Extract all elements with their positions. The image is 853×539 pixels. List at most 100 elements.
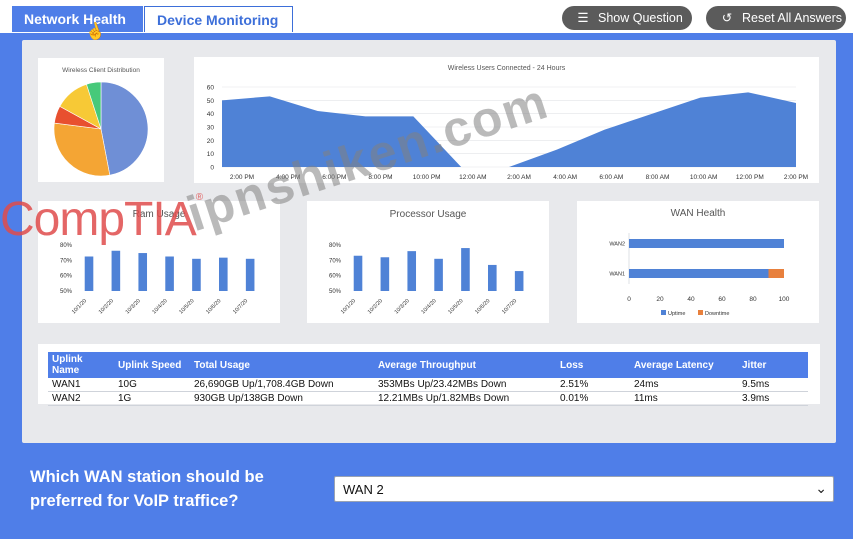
y-tick-label: WAN2 — [609, 242, 625, 248]
x-tick-label: 10/2/20 — [98, 298, 115, 315]
wan-chart-card: WAN Health WAN2 WAN1 0 20 40 60 80 100 Uptime Dow… — [577, 201, 819, 323]
question-text: Which WAN station should be preferred fo… — [30, 468, 264, 510]
pie-title: Wireless Client Distribution — [62, 67, 140, 74]
y-tick-label: 30 — [207, 125, 215, 132]
table-cell: 930GB Up/138GB Down — [190, 391, 374, 406]
x-tick-label: 6:00 AM — [599, 174, 623, 181]
table-row: WAN2 1G 930GB Up/138GB Down 12.21MBs Up/… — [48, 391, 808, 406]
x-tick-label: 10/6/20 — [474, 298, 491, 315]
users-chart-card: Wireless Users Connected - 24 Hours 60 50… — [194, 57, 819, 183]
top-bar: Network Health Device Monitoring ☝ ☰ Show… — [0, 0, 853, 44]
x-tick-label: 12:00 AM — [459, 174, 486, 181]
x-tick-label: 10/6/20 — [205, 298, 222, 315]
wan-bar-chart: WAN2 WAN1 0 20 40 60 80 100 Uptime Downtime — [609, 233, 790, 317]
selected-value: WAN 2 — [343, 482, 384, 497]
table-cell: 9.5ms — [738, 378, 808, 392]
show-question-button[interactable]: ☰ Show Question — [562, 6, 692, 30]
y-tick-label: 50% — [60, 289, 73, 295]
x-tick-label: 10/5/20 — [178, 298, 195, 315]
ram-chart-card: Ram Usage 80% 70% 60% 50% 10/1/20 10/2/20 10/3… — [38, 201, 280, 323]
y-tick-label: 50 — [207, 98, 215, 105]
bar — [514, 271, 524, 291]
x-tick-label: 10:00 AM — [690, 174, 717, 181]
y-tick-label: 60% — [60, 274, 73, 280]
users-area-chart: 60 50 40 30 20 10 0 2:00 PM 4:00 PM 6:00 PM 8:00 P… — [207, 85, 808, 182]
table-cell: 26,690GB Up/1,708.4GB Down — [190, 378, 374, 392]
x-tick-label: 10:00 PM — [413, 174, 441, 181]
chevron-down-icon: ⌄ — [815, 480, 827, 496]
y-tick-label: 50% — [329, 289, 342, 295]
table-cell: 24ms — [630, 378, 738, 392]
column-header: Uplink Speed — [114, 352, 190, 378]
dashboard-panel: Wireless Client Distribution Wireless Us… — [22, 40, 836, 443]
bar — [488, 264, 497, 291]
ram-chart-title: Ram Usage — [132, 209, 186, 220]
cpu-chart-card: Processor Usage 80% 70% 60% 50% 10/1/20 10/2/… — [307, 201, 549, 323]
table-row: WAN1 10G 26,690GB Up/1,708.4GB Down 353M… — [48, 378, 808, 392]
bar — [245, 258, 255, 291]
bar — [219, 257, 228, 291]
reset-all-answers-button[interactable]: ↺ Reset All Answers — [706, 6, 846, 30]
list-icon: ☰ — [577, 11, 589, 25]
x-tick-label: 8:00 AM — [646, 174, 670, 181]
column-header: Average Latency — [630, 352, 738, 378]
comptia-watermark-text: CompTIA — [0, 193, 197, 246]
table-cell: 3.9ms — [738, 391, 808, 406]
column-header: Loss — [556, 352, 630, 378]
bar — [84, 256, 94, 291]
y-tick-label: 20 — [207, 138, 215, 145]
x-tick-label: 60 — [718, 296, 726, 303]
table-cell: 2.51% — [556, 378, 630, 392]
users-chart-title: Wireless Users Connected - 24 Hours — [447, 65, 566, 72]
bar — [380, 257, 390, 291]
pie-slice — [100, 81, 149, 176]
pie-card: Wireless Client Distribution — [38, 58, 164, 182]
y-tick-label: 80% — [329, 243, 342, 249]
x-tick-label: 0 — [627, 296, 631, 303]
x-tick-label: 10/3/20 — [394, 298, 411, 315]
x-tick-label: 12:00 PM — [736, 174, 764, 181]
y-tick-label: 60% — [329, 274, 342, 280]
y-tick-label: 0 — [210, 165, 214, 172]
x-tick-label: 4:00 AM — [553, 174, 577, 181]
x-tick-label: 10/3/20 — [125, 298, 142, 315]
reset-all-label: Reset All Answers — [742, 11, 843, 25]
bar — [165, 256, 174, 291]
bar — [629, 269, 769, 278]
users-area-series — [222, 92, 796, 167]
x-tick-label: 10/4/20 — [151, 298, 168, 315]
x-tick-label: 10/4/20 — [420, 298, 437, 315]
table-cell: WAN1 — [48, 378, 114, 392]
y-tick-label: WAN1 — [609, 272, 625, 278]
legend-swatch — [661, 310, 666, 315]
y-tick-label: 60 — [207, 85, 215, 92]
x-tick-label: 10/2/20 — [367, 298, 384, 315]
bar — [629, 239, 784, 248]
bar — [461, 248, 470, 291]
x-tick-label: 10/7/20 — [501, 298, 518, 315]
uplink-table: Uplink Name Uplink Speed Total Usage Ave… — [48, 352, 808, 406]
legend-swatch — [698, 310, 703, 315]
table-cell: 10G — [114, 378, 190, 392]
x-tick-label: 2:00 AM — [507, 174, 531, 181]
wan-answer-select[interactable]: WAN 2 ⌄ — [334, 476, 834, 502]
table-cell: 353MBs Up/23.42MBs Down — [374, 378, 556, 392]
bar — [407, 251, 417, 291]
bar — [111, 250, 121, 291]
comptia-watermark: CompTIA® — [0, 192, 203, 246]
tab-network-health[interactable]: Network Health — [12, 6, 143, 32]
x-tick-label: 100 — [779, 296, 790, 303]
legend-label: Uptime — [668, 311, 685, 317]
x-tick-label: 8:00 PM — [368, 174, 392, 181]
x-tick-label: 40 — [687, 296, 695, 303]
x-tick-label: 80 — [749, 296, 757, 303]
pie-slice — [86, 81, 102, 130]
x-tick-label: 10/7/20 — [232, 298, 249, 315]
x-tick-label: 10/5/20 — [447, 298, 464, 315]
reset-icon: ↺ — [721, 11, 733, 25]
tab-device-monitoring[interactable]: Device Monitoring — [144, 6, 293, 32]
y-tick-label: 10 — [207, 151, 215, 158]
x-tick-label: 20 — [656, 296, 664, 303]
y-tick-label: 70% — [60, 258, 73, 264]
x-tick-label: 10/1/20 — [340, 298, 357, 315]
